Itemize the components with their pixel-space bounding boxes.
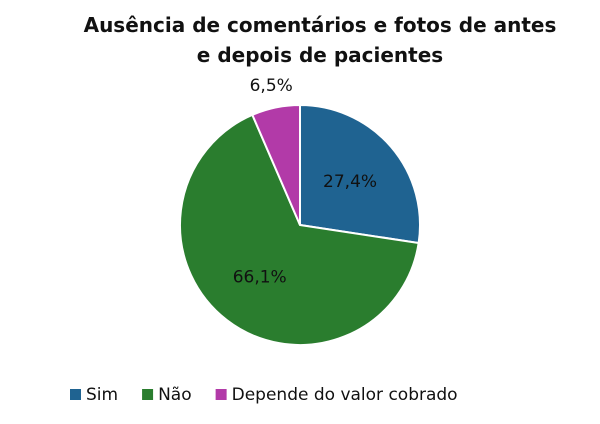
data-label: 6,5% bbox=[250, 76, 293, 96]
legend-swatch bbox=[70, 389, 81, 400]
legend-swatch bbox=[142, 389, 154, 400]
legend-label: Sim bbox=[86, 385, 118, 405]
legend-label: Não bbox=[158, 385, 192, 405]
pie-slice bbox=[299, 103, 421, 245]
pie-slice bbox=[179, 113, 420, 346]
chart-title: Ausência de comentários e fotos de antes… bbox=[83, 13, 557, 67]
pie-slice bbox=[251, 103, 301, 226]
data-label: 66,1% bbox=[233, 267, 287, 287]
legend-swatch bbox=[215, 389, 227, 400]
data-label: 27,4% bbox=[323, 172, 377, 192]
legend-label: Depende do valor cobrado bbox=[232, 385, 458, 405]
